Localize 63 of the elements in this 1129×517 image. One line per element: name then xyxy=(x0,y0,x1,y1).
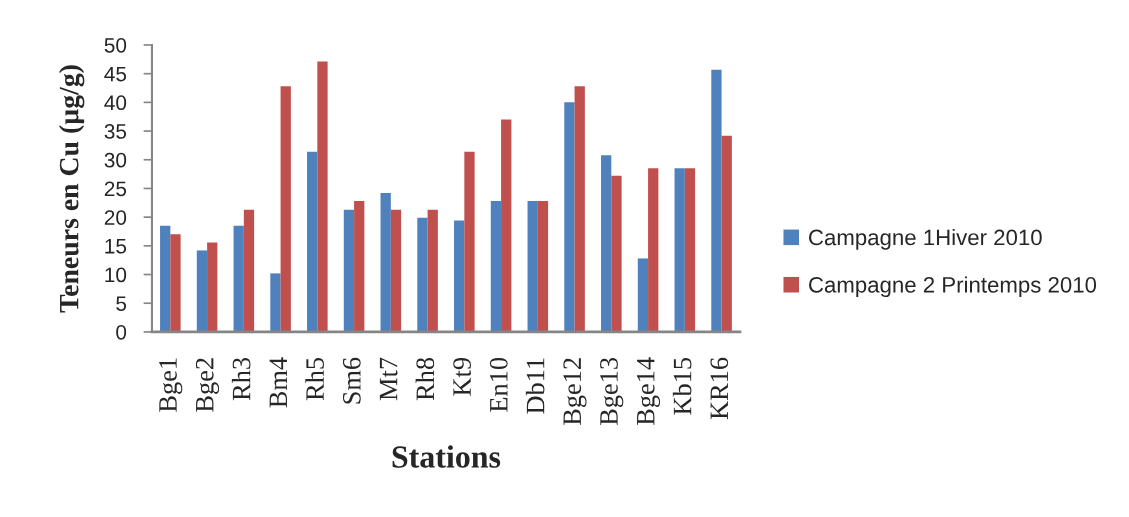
bar xyxy=(490,201,502,332)
bar xyxy=(601,155,612,332)
bar xyxy=(233,225,244,332)
bar xyxy=(564,102,575,332)
bar xyxy=(417,217,428,332)
bar xyxy=(674,168,685,332)
bar xyxy=(160,225,171,332)
y-tick-label: 45 xyxy=(104,66,127,82)
bar xyxy=(427,209,438,332)
x-tick-label: Rh8 xyxy=(415,357,435,401)
x-tick-label: Mt7 xyxy=(379,357,398,401)
bar xyxy=(684,168,696,332)
x-tick-label: Sm6 xyxy=(342,357,361,404)
x-tick-label: KR16 xyxy=(710,357,729,420)
y-tick-label: 10 xyxy=(105,267,127,283)
bar xyxy=(207,242,218,332)
y-tick-label: 5 xyxy=(116,296,127,311)
bar xyxy=(711,69,722,332)
bar xyxy=(637,258,649,332)
x-tick-label: Bge2 xyxy=(195,358,220,412)
y-tick-label: 20 xyxy=(104,210,127,225)
x-tick-label: Bge13 xyxy=(600,357,624,426)
bar xyxy=(170,234,181,332)
x-tick-label: Db11 xyxy=(525,358,545,414)
x-tick-label: Rh3 xyxy=(231,357,251,401)
bar xyxy=(611,175,622,332)
y-axis-title: Teneurs en Cu (µg/g) xyxy=(58,65,85,313)
bar xyxy=(270,273,281,332)
y-tick-label: 40 xyxy=(104,95,127,111)
y-tick-label: 50 xyxy=(104,37,127,53)
bar xyxy=(527,201,538,332)
y-tick-label: 30 xyxy=(104,152,127,168)
x-tick-label: Bge12 xyxy=(563,358,587,426)
x-tick-label: En10 xyxy=(489,357,508,412)
x-tick-label: Kb15 xyxy=(672,357,692,415)
bar xyxy=(243,209,255,332)
y-tick-label: 25 xyxy=(104,181,127,197)
bar xyxy=(721,135,732,332)
x-tick-label: Bge14 xyxy=(636,357,661,426)
bar xyxy=(648,168,659,332)
bar xyxy=(343,209,355,332)
bar xyxy=(280,86,291,332)
bar xyxy=(501,119,512,332)
bar xyxy=(196,250,208,332)
legend-label: Campagne 1Hiver 2010 xyxy=(809,229,1042,250)
y-tick-label: 0 xyxy=(116,324,127,340)
y-tick-label: 35 xyxy=(104,124,127,139)
bar xyxy=(390,209,402,332)
legend-label: Campagne 2 Printemps 2010 xyxy=(809,276,1097,298)
x-axis-title: Stations xyxy=(392,445,501,468)
bar xyxy=(464,151,475,332)
bar xyxy=(537,201,549,332)
bar xyxy=(354,201,365,332)
bar xyxy=(307,151,318,332)
x-tick-label: Bm4 xyxy=(269,357,288,408)
x-tick-label: Kt9 xyxy=(453,357,471,396)
x-tick-label: Bge1 xyxy=(159,358,183,412)
y-tick-label: 15 xyxy=(105,239,127,254)
bar xyxy=(317,61,328,332)
bar xyxy=(380,193,391,332)
x-tick-label: Rh5 xyxy=(305,357,324,401)
bar xyxy=(454,220,465,332)
bar xyxy=(574,86,585,332)
